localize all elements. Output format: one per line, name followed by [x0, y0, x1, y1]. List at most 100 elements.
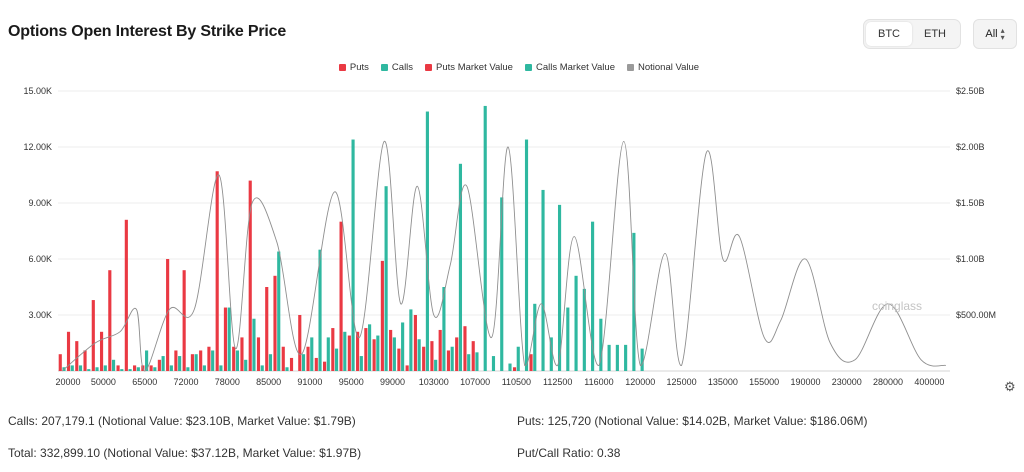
puts-bar: [174, 350, 178, 371]
puts-bar: [438, 329, 442, 371]
btc-toggle-button[interactable]: BTC: [866, 22, 912, 46]
calls-bar: [533, 303, 537, 371]
eth-toggle-button[interactable]: ETH: [924, 28, 946, 40]
puts-bar: [405, 365, 409, 371]
puts-bar: [281, 346, 285, 371]
x-tick-label: 103000: [419, 377, 449, 387]
expiry-filter-select[interactable]: All ▴ ▾: [973, 19, 1017, 49]
calls-bar: [326, 337, 330, 371]
puts-bar: [298, 315, 302, 371]
open-interest-chart: 15.00K 12.00K 9.00K 6.00K 3.00K $2.50B $2.00B $…: [23, 86, 996, 387]
calls-bar: [268, 354, 273, 371]
legend-calls[interactable]: Calls: [380, 62, 414, 73]
calls-bar: [202, 365, 206, 371]
x-tick-label: 135000: [708, 377, 738, 387]
puts-bar: [413, 315, 417, 371]
calls-bar: [450, 346, 454, 371]
calls-bar: [219, 365, 223, 371]
calls-bar: [368, 324, 372, 371]
puts-bar: [364, 328, 368, 371]
x-tick-label: 50000: [91, 377, 116, 387]
legend-calls-label: Calls: [391, 62, 414, 73]
calls-bar: [607, 344, 611, 371]
calls-bar: [194, 354, 198, 371]
calls-bar: [508, 363, 512, 371]
legend-calls-mv-label: Calls Market Value: [535, 62, 615, 73]
calls-bar: [434, 359, 438, 371]
calls-bar: [145, 350, 149, 371]
coinglass-watermark: coinglass: [872, 299, 922, 313]
calls-bar: [235, 350, 240, 371]
puts-bar: [124, 219, 128, 371]
calls-bar: [425, 111, 429, 372]
calls-bar: [120, 369, 124, 371]
calls-bar: [78, 365, 83, 371]
legend-puts-mv-label: Puts Market Value: [436, 62, 513, 73]
x-tick-label: 99000: [380, 377, 405, 387]
puts-bar: [182, 270, 186, 371]
calls-bar: [260, 365, 264, 371]
puts-bar: [356, 331, 360, 371]
calls-bar: [417, 339, 421, 371]
x-tick-label: 78000: [215, 377, 240, 387]
puts-bar: [372, 339, 376, 371]
x-tick-label: 190000: [790, 377, 820, 387]
calls-bar: [161, 356, 165, 371]
legend-notional-value[interactable]: Notional Value: [627, 62, 699, 73]
puts-bar: [471, 341, 475, 371]
calls-bar: [566, 307, 570, 371]
calls-bar: [541, 189, 545, 371]
calls-bar: [334, 348, 339, 371]
puts-bar: [223, 307, 228, 371]
y-left-tick-label: 15.00K: [23, 86, 52, 96]
puts-bar: [133, 365, 137, 371]
calls-bar: [376, 335, 380, 371]
y-left-tick-label: 9.00K: [28, 198, 52, 208]
legend-puts[interactable]: Puts: [338, 62, 369, 73]
legend-puts-label: Puts: [349, 62, 369, 73]
puts-bar: [75, 341, 79, 371]
chart-legend: Puts Calls Puts Market Value Calls Marke…: [0, 62, 1024, 73]
y-right-tick-label: $1.00B: [956, 254, 985, 264]
calls-bar: [500, 197, 504, 371]
puts-bar: [240, 337, 244, 371]
legend-notional-swatch: [627, 64, 634, 71]
legend-calls-market-value[interactable]: Calls Market Value: [524, 62, 615, 73]
puts-bar: [265, 287, 269, 371]
calls-bar: [557, 204, 562, 371]
calls-bar: [549, 337, 553, 371]
puts-bar: [347, 335, 351, 371]
calls-bar: [624, 344, 628, 371]
legend-calls-mv-swatch: [524, 64, 532, 71]
calls-bar: [351, 139, 355, 371]
calls-bar: [409, 309, 413, 371]
x-tick-label: 65000: [132, 377, 157, 387]
calls-bar: [599, 318, 603, 371]
calls-bar: [111, 359, 116, 371]
y-left-tick-label: 3.00K: [28, 310, 52, 320]
puts-bar: [314, 357, 318, 371]
y-right-tick-label: $2.50B: [956, 86, 985, 96]
puts-bar: [273, 275, 277, 371]
calls-bar: [252, 318, 256, 371]
puts-bar: [232, 346, 236, 371]
legend-puts-market-value[interactable]: Puts Market Value: [425, 62, 513, 73]
puts-bar: [331, 328, 335, 371]
x-tick-label: 116000: [584, 377, 613, 387]
calls-bar: [591, 221, 595, 371]
calls-bar: [103, 365, 107, 371]
puts-bar: [116, 365, 120, 371]
x-tick-label: 95000: [339, 377, 364, 387]
calls-bar: [401, 322, 405, 371]
y-right-tick-label: $500.00M: [956, 310, 996, 320]
total-summary: Total: 332,899.10 (Notional Value: $37.1…: [8, 446, 362, 460]
puts-bar: [446, 350, 451, 371]
settings-gear-icon[interactable]: ⚙: [1004, 379, 1016, 394]
x-tick-label: 72000: [174, 377, 199, 387]
calls-bar: [87, 369, 91, 371]
puts-bar: [108, 270, 112, 371]
x-tick-label: 400000: [914, 377, 944, 387]
asset-toggle: BTC ETH: [863, 19, 961, 49]
calls-bar: [442, 287, 446, 371]
x-tick-label: 155000: [749, 377, 779, 387]
